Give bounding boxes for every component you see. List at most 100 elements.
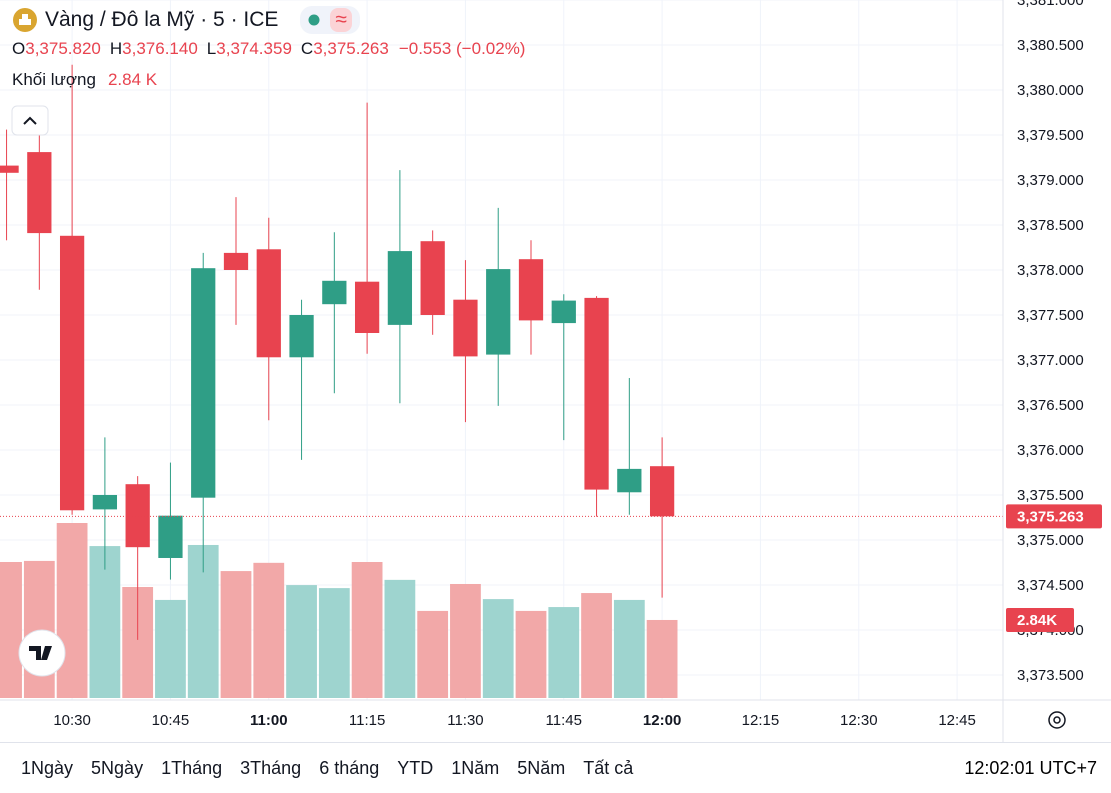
volume-bar [351,562,383,698]
volume-bar [646,619,678,698]
volume-bar [515,610,547,698]
candle-body [420,241,445,315]
candle-body [191,268,216,498]
legend: Vàng / Đô la Mỹ · 5 · ICE ≈ O 3,375.820 H 3… [12,6,525,92]
y-tick-label: 3,380.000 [1017,82,1084,99]
candle-body [354,281,380,333]
ohlc-value: 3,375.263 [313,39,389,58]
candle-body [584,297,609,490]
logo-badge[interactable] [18,629,66,677]
ohlc-letter: C [300,39,314,58]
candle-body [59,235,85,511]
last-price-tag [1006,504,1102,529]
ohlc-letter: H [109,39,123,58]
volume-bar [450,583,481,698]
ohlc-letter: L [206,39,217,58]
volume-bar [417,610,449,698]
x-tick-label: 11:00 [250,712,288,729]
volume-bar [23,560,55,698]
range-button[interactable]: 5Năm [508,758,574,779]
x-tick-label: 11:15 [349,712,385,729]
candle-body [322,280,347,305]
candle-body [92,494,118,510]
candle-body [453,299,478,357]
volume-title: Khối lượng [12,70,96,89]
volume-bar [613,599,645,698]
logo [29,646,52,660]
x-tick-label: 12:30 [840,712,878,729]
collapse-icon [23,116,37,125]
candle-body [125,484,150,548]
y-tick-label: 3,374.500 [1017,577,1084,594]
y-tick-label: 3,379.500 [1017,127,1084,144]
volume-bar [89,546,121,698]
title-row: Vàng / Đô la Mỹ · 5 · ICE ≈ [12,6,525,34]
x-tick-label: 12:00 [643,712,681,729]
candle-body [289,314,314,358]
symbol-icon [13,8,37,32]
x-tick-label: 10:45 [152,712,190,729]
volume-tag-label: 2.84K [1017,612,1057,629]
y-tick-label: 3,377.000 [1017,352,1084,369]
x-tick-label: 11:30 [447,712,483,729]
volume-bar [0,562,22,698]
range-button[interactable]: 5Ngày [82,758,152,779]
ohlc-value: 3,376.140 [122,39,198,58]
collapse-button[interactable] [11,105,49,136]
y-tick-label: 3,381.000 [1017,0,1084,9]
candle-body [158,515,183,558]
candle-body [387,251,413,325]
volume-bar [384,579,416,698]
volume-tag [1006,607,1074,632]
y-tick-label: 3,378.000 [1017,262,1084,279]
range-button[interactable]: 1Tháng [152,758,231,779]
y-tick-label: 3,376.000 [1017,442,1084,459]
x-tick-label: 11:45 [546,712,582,729]
y-tick-label: 3,377.500 [1017,307,1084,324]
ohlc-value: 3,375.820 [25,39,101,58]
y-tick-label: 3,373.500 [1017,667,1084,684]
volume-bar [253,562,285,698]
chart: 3,373.5003,374.0003,374.5003,375.0003,37… [0,0,1111,742]
last-price-label: 3,375.263 [1017,508,1084,525]
volume-value: 2.84 K [107,70,158,89]
candle-body [256,249,281,358]
range-button[interactable]: 1Ngày [12,758,82,779]
candle-body [27,152,52,234]
settings-icon-core [1053,716,1061,724]
candle-body [223,252,249,270]
candle-body [518,259,544,321]
ohlc-letter: O [12,39,26,58]
y-tick-label: 3,375.000 [1017,532,1084,549]
candle-body [551,300,576,324]
clock: 12:02:01 UTC+7 [964,758,1097,778]
range-buttons: 1Ngày 5Ngày 1Tháng 3Tháng 6 tháng YTD 1Năm 5Năm… [12,758,642,779]
y-tick-label: 3,375.500 [1017,487,1084,504]
settings-icon[interactable] [1048,711,1066,729]
volume-bar [482,599,514,698]
range-button[interactable]: 3Tháng [231,758,310,779]
candle-body [0,165,19,173]
candle-body [486,269,511,355]
volume-bar [581,593,612,698]
status-pill[interactable]: ≈ [300,6,360,34]
volume-row: Khối lượng 2.84 K [12,68,525,92]
plot-area [0,64,1003,698]
candle-body [649,466,675,517]
range-button[interactable]: Tất cả [574,758,642,779]
y-tick-label: 3,380.500 [1017,37,1084,54]
volume-bar [155,599,186,698]
range-button[interactable]: 1Năm [442,758,508,779]
y-tick-label: 3,378.500 [1017,217,1084,234]
chart-title: Vàng / Đô la Mỹ · 5 · ICE [45,8,279,31]
volume-bar [548,607,580,698]
range-button[interactable]: YTD [388,758,442,779]
change: −0.553 (−0.02%) [398,39,526,58]
volume-bar [220,571,252,698]
x-tick-label: 12:15 [742,712,780,729]
range-button[interactable]: 6 tháng [310,758,388,779]
volume-bar [286,585,317,698]
ohlc-value: 3,374.359 [216,39,292,58]
y-tick-label: 3,376.500 [1017,397,1084,414]
